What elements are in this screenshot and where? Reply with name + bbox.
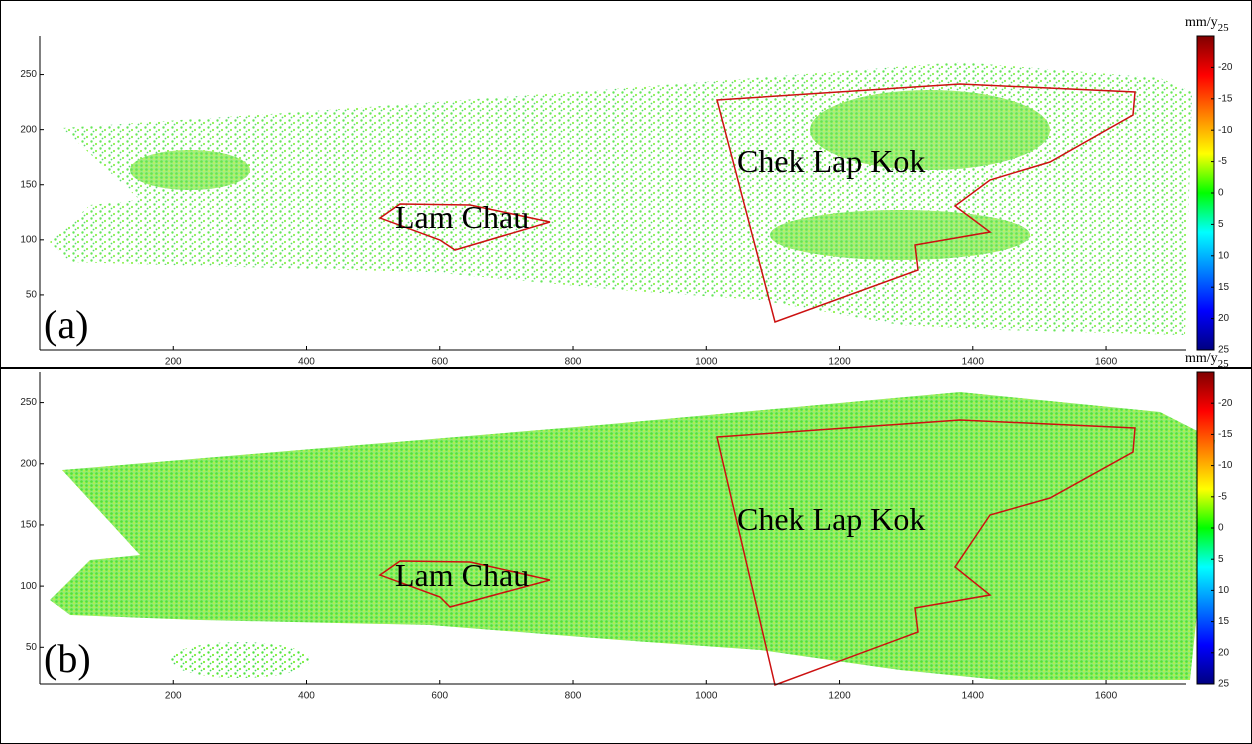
figure: 2004006008001000120014001600501001502002… — [0, 0, 1252, 744]
y-tick-label: 200 — [20, 124, 37, 135]
y-tick-label: 250 — [20, 397, 37, 408]
y-tick-label: 150 — [20, 520, 37, 531]
x-tick-label: 1200 — [828, 691, 851, 702]
annotation: Chek Lap Kok — [737, 143, 925, 179]
point-cloud — [50, 62, 1192, 335]
x-tick-label: 1200 — [828, 357, 851, 368]
colorbar-tick-label: -20 — [1218, 398, 1233, 409]
colorbar-tick-label: 15 — [1218, 282, 1230, 293]
x-tick-label: 1000 — [695, 357, 718, 368]
y-tick-label: 50 — [26, 290, 38, 301]
colorbar-tick-label: 10 — [1218, 585, 1230, 596]
colorbar-tick-label: -20 — [1218, 62, 1233, 73]
x-tick-label: 200 — [165, 357, 182, 368]
y-tick-label: 250 — [20, 69, 37, 80]
x-tick-label: 800 — [565, 357, 582, 368]
panel-label: (b) — [44, 636, 91, 681]
colorbar-tick-label: -5 — [1218, 491, 1227, 502]
x-tick-label: 1400 — [962, 357, 985, 368]
annotation: Lam Chau — [395, 199, 529, 235]
annotation: Chek Lap Kok — [737, 501, 925, 537]
colorbar-tick-label: -10 — [1218, 460, 1233, 471]
x-tick-label: 800 — [565, 691, 582, 702]
colorbar-tick-label: 10 — [1218, 250, 1230, 261]
x-tick-label: 1600 — [1095, 357, 1118, 368]
colorbar-tick-label: 5 — [1218, 554, 1224, 565]
x-tick-label: 1600 — [1095, 691, 1118, 702]
colorbar-tick-label: -15 — [1218, 93, 1233, 104]
colorbar-label: mm/y25 — [1185, 15, 1229, 34]
colorbar-tick-label: -15 — [1218, 429, 1233, 440]
colorbar-tick-label: 0 — [1218, 188, 1224, 199]
y-tick-label: 150 — [20, 179, 37, 190]
colorbar-label-main: mm/y — [1185, 15, 1218, 30]
x-tick-label: 1400 — [962, 691, 985, 702]
colorbar-tick-label: 15 — [1218, 616, 1230, 627]
y-tick-label: 200 — [20, 458, 37, 469]
colorbar-tick-label: -10 — [1218, 125, 1233, 136]
x-tick-label: 400 — [298, 357, 315, 368]
x-tick-label: 600 — [431, 357, 448, 368]
colorbar-tick-label: -5 — [1218, 156, 1227, 167]
x-tick-label: 200 — [165, 691, 182, 702]
annotation: Lam Chau — [395, 557, 529, 593]
colorbar-tick-label: 25 — [1218, 345, 1230, 356]
x-tick-label: 600 — [431, 691, 448, 702]
colorbar-tick-label: 20 — [1218, 313, 1230, 324]
x-tick-label: 400 — [298, 691, 315, 702]
x-tick-label: 1000 — [695, 691, 718, 702]
colorbar-label-sub: 25 — [1218, 358, 1230, 370]
y-tick-label: 100 — [20, 234, 37, 245]
panel-label: (a) — [44, 302, 88, 347]
colorbar-tick-label: 20 — [1218, 647, 1230, 658]
colorbar-tick-label: 5 — [1218, 219, 1224, 230]
point-cloud — [50, 392, 1215, 680]
colorbar-tick-label: 25 — [1218, 679, 1230, 690]
y-tick-label: 100 — [20, 581, 37, 592]
colorbar-tick-label: 0 — [1218, 523, 1224, 534]
colorbar-label-main: mm/y — [1185, 351, 1218, 366]
y-tick-label: 50 — [26, 642, 38, 653]
colorbar-label-sub: 25 — [1218, 22, 1230, 34]
